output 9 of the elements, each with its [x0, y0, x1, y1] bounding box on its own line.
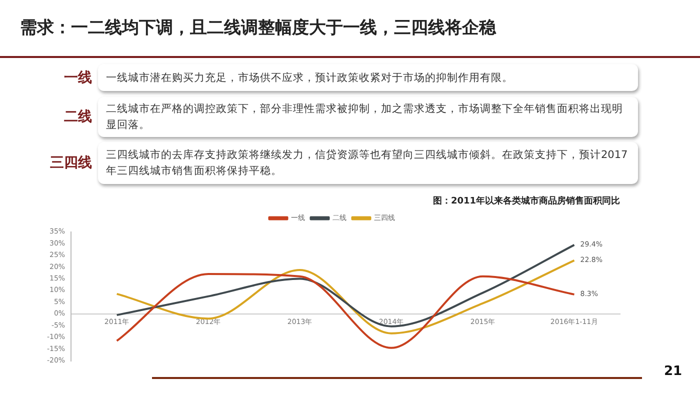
chart-title: 需求：一二线均下调，且二线调整幅度大于一线，三四线将企稳	[20, 17, 496, 39]
text: 21	[664, 364, 682, 379]
text: 一线城市潜在购买力充足，市场供不应求，预计政策收紧对于市场的抑制作用有限。	[98, 64, 638, 91]
text: 一线	[63, 68, 92, 88]
chart-subtitle: 图：2011年以来各类城市商品房销售面积同比	[432, 196, 620, 207]
text: 二线城市在严格的调控政策下，部分非理性需求被抑制，加之需求透支，市场调整下全年销售面积将出现明显回落。	[98, 97, 638, 137]
text: 二线	[63, 108, 92, 127]
text: 三四线	[49, 154, 92, 173]
text: 三四线城市的去库存支持政策将继续发力，信贷资源等也有望向三四线城市倾斜。在政策支持下，预计2017年三四线城市销售面积将保持平稳。	[98, 142, 638, 184]
